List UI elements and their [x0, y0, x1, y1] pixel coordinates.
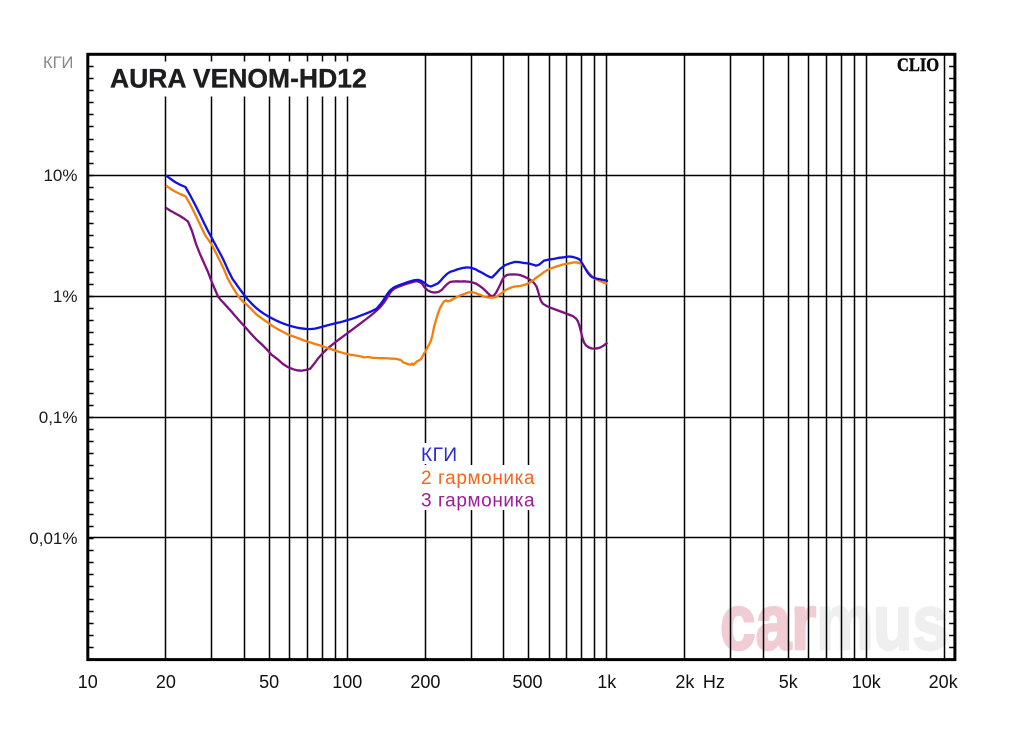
svg-text:3 гармоника: 3 гармоника — [421, 491, 535, 512]
svg-text:500: 500 — [512, 672, 542, 692]
svg-text:2k: 2k — [675, 672, 695, 692]
svg-text:10: 10 — [78, 672, 98, 692]
svg-text:20k: 20k — [929, 672, 959, 692]
svg-text:AURA VENOM-HD12: AURA VENOM-HD12 — [110, 64, 367, 94]
svg-text:5k: 5k — [779, 672, 799, 692]
svg-text:0,1%: 0,1% — [39, 408, 78, 427]
svg-text:carmus: carmus — [720, 578, 948, 666]
svg-text:200: 200 — [410, 672, 440, 692]
svg-text:1%: 1% — [53, 287, 78, 306]
svg-text:CLIO: CLIO — [897, 55, 939, 76]
svg-text:50: 50 — [259, 672, 279, 692]
svg-text:10%: 10% — [43, 166, 77, 185]
svg-text:2 гармоника: 2 гармоника — [421, 468, 535, 489]
svg-text:1k: 1k — [597, 672, 617, 692]
svg-text:КГИ: КГИ — [421, 445, 458, 466]
svg-text:0,01%: 0,01% — [29, 529, 77, 548]
svg-text:КГИ: КГИ — [43, 54, 73, 72]
svg-text:20: 20 — [156, 672, 176, 692]
svg-text:100: 100 — [332, 672, 362, 692]
svg-text:10k: 10k — [852, 672, 882, 692]
svg-text:Hz: Hz — [703, 672, 725, 692]
